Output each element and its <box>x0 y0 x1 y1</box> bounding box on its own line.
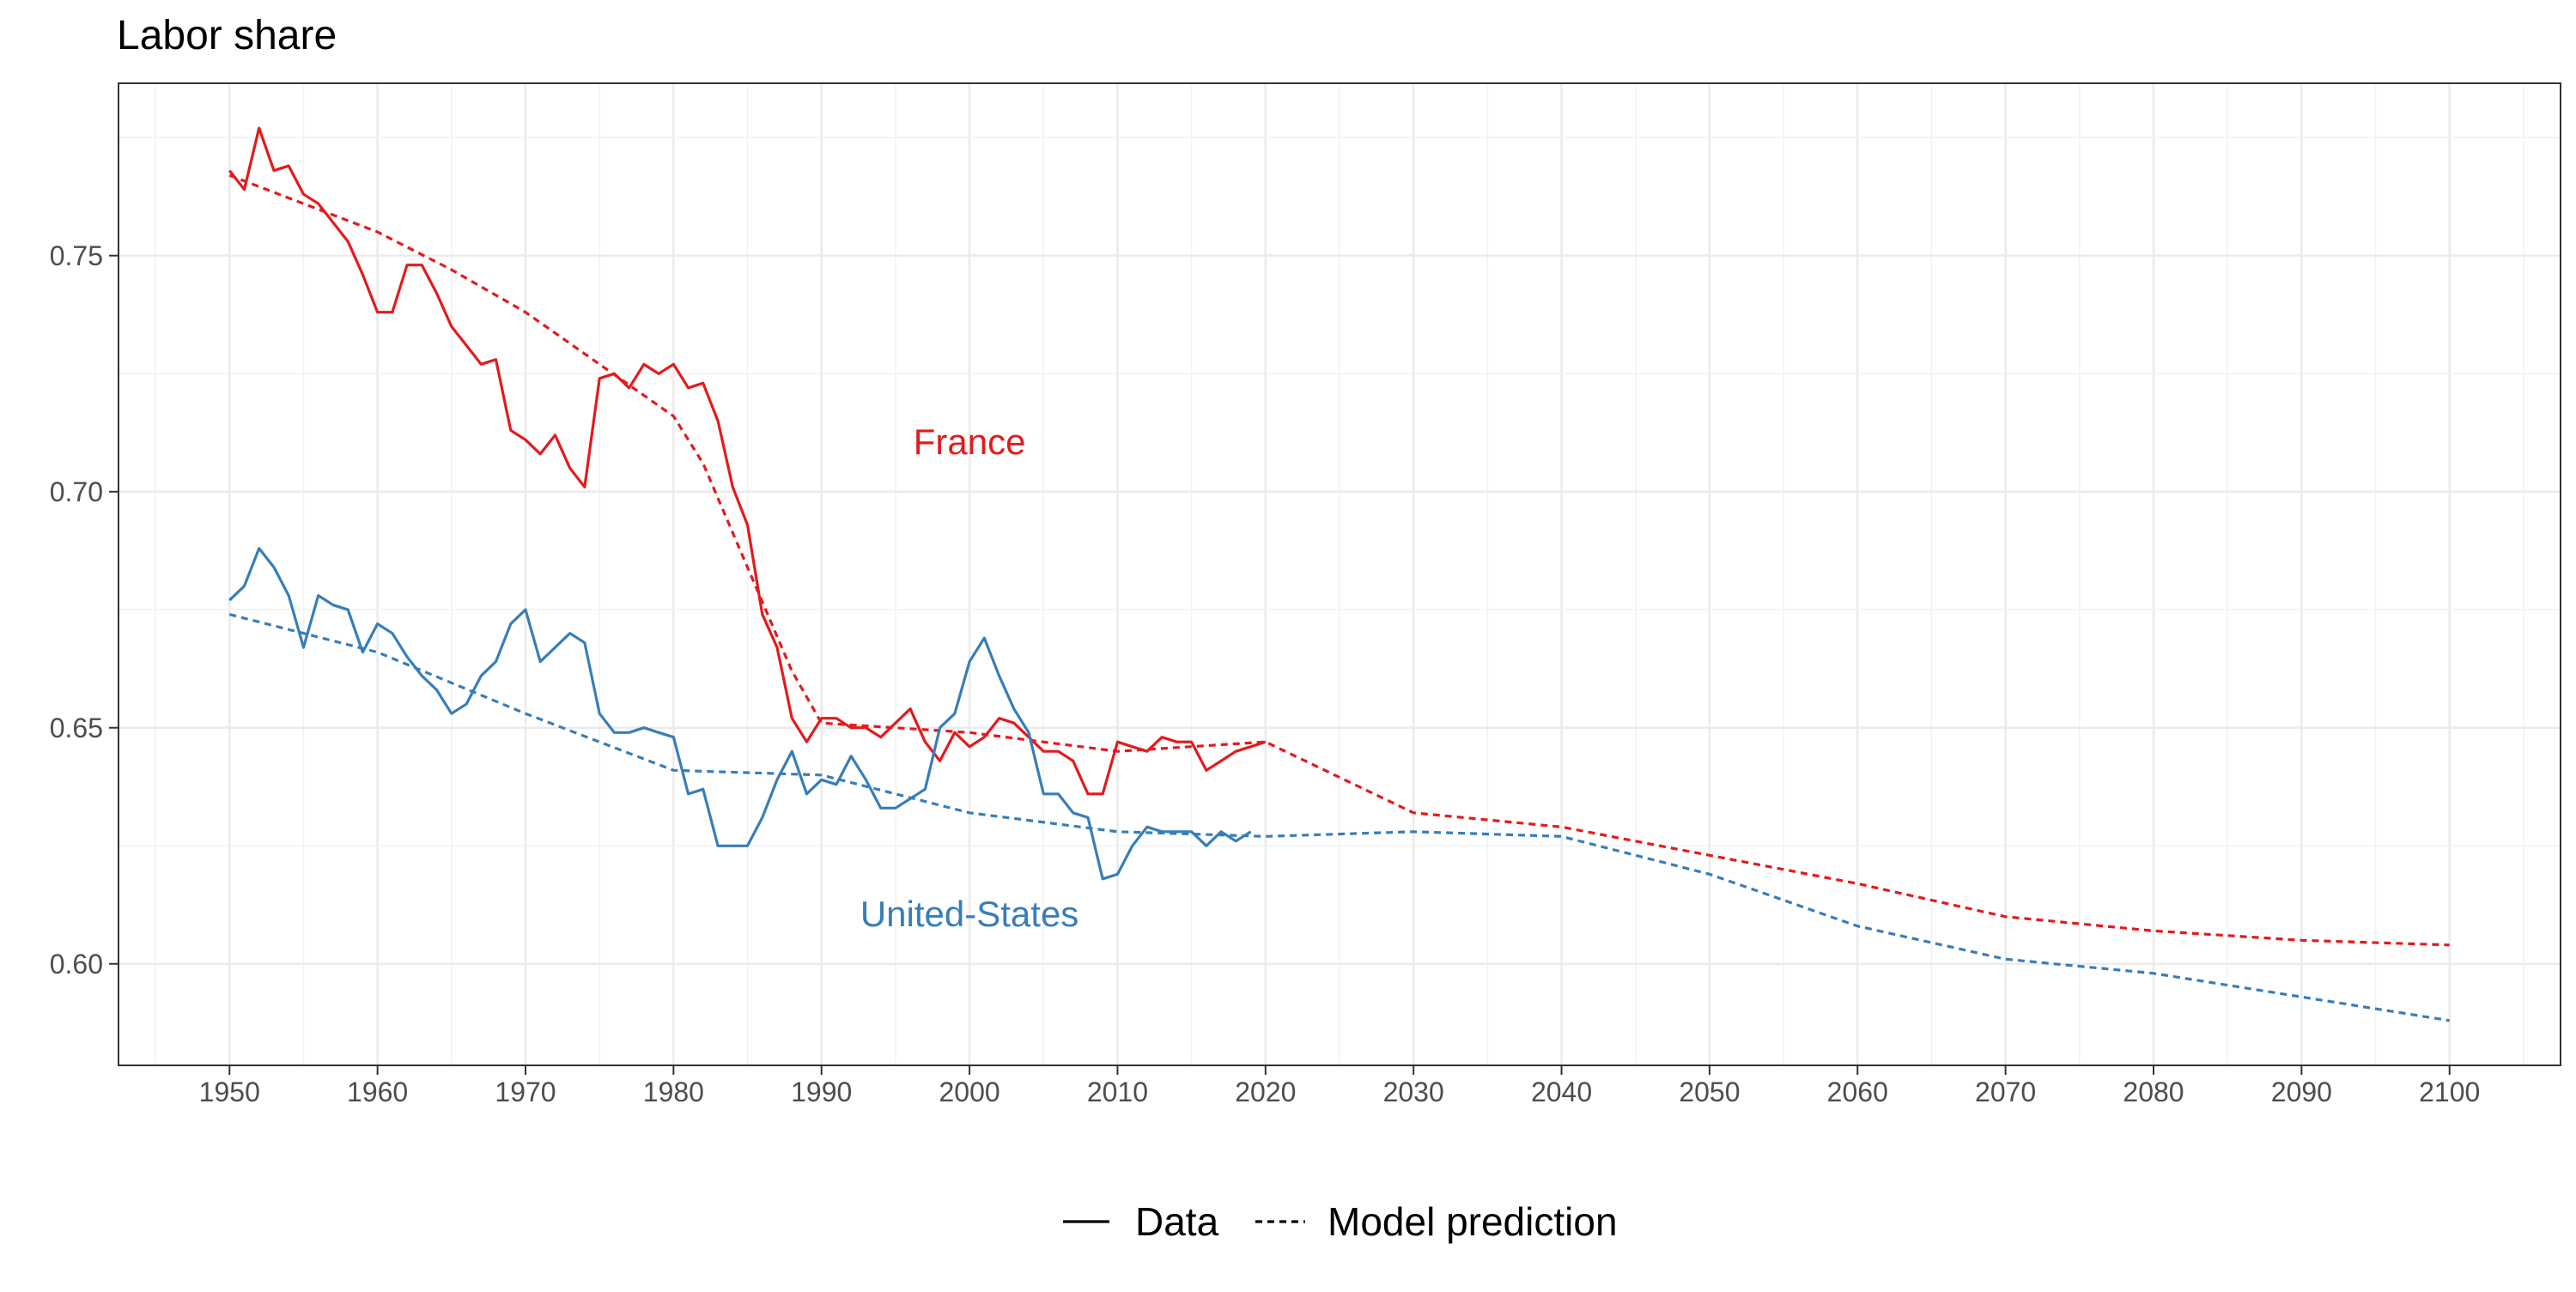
series-layer <box>228 126 2450 1022</box>
y-tick-label: 0.65 <box>50 713 103 743</box>
x-tick-label: 2010 <box>1087 1077 1148 1107</box>
united-states-model-line <box>228 613 2450 1022</box>
x-tick-label: 1950 <box>199 1077 260 1107</box>
plot-panel-border <box>118 82 2561 1066</box>
annotations: France United-States <box>860 422 1078 934</box>
legend: Data Model prediction <box>1063 1199 1618 1244</box>
united-states-data-line <box>228 547 1252 881</box>
x-tick-label: 1960 <box>347 1077 408 1107</box>
x-tick-label: 1970 <box>495 1077 556 1107</box>
x-tick-label: 2030 <box>1383 1077 1444 1107</box>
x-tick-label: 1990 <box>791 1077 852 1107</box>
legend-item-model: Model prediction <box>1255 1199 1618 1244</box>
grid <box>118 83 2561 1065</box>
united-states-label: United-States <box>860 894 1078 934</box>
legend-label-data: Data <box>1135 1199 1219 1244</box>
axes: 1950 1960 1970 1980 1990 2000 2010 2020 2030 2040… <box>50 240 2481 1107</box>
france-model-line <box>228 173 2450 947</box>
x-tick-label: 2050 <box>1679 1077 1740 1107</box>
chart-title: Labor share <box>117 13 337 58</box>
x-tick-label: 2060 <box>1827 1077 1888 1107</box>
y-tick-label: 0.70 <box>50 476 103 507</box>
x-tick-label: 2080 <box>2123 1077 2184 1107</box>
france-data-line <box>228 126 1267 796</box>
y-tick-label: 0.75 <box>50 240 103 271</box>
x-tick-label: 2000 <box>939 1077 999 1107</box>
x-tick-label: 2020 <box>1235 1077 1296 1107</box>
legend-label-model: Model prediction <box>1327 1199 1618 1244</box>
x-tick-label: 2090 <box>2271 1077 2332 1107</box>
x-tick-label: 2070 <box>1975 1077 2036 1107</box>
x-tick-label: 2040 <box>1531 1077 1592 1107</box>
legend-item-data: Data <box>1063 1199 1219 1244</box>
y-tick-label: 0.60 <box>50 949 103 980</box>
x-tick-label: 1980 <box>643 1077 704 1107</box>
france-label: France <box>914 422 1026 462</box>
x-tick-label: 2100 <box>2419 1077 2480 1107</box>
